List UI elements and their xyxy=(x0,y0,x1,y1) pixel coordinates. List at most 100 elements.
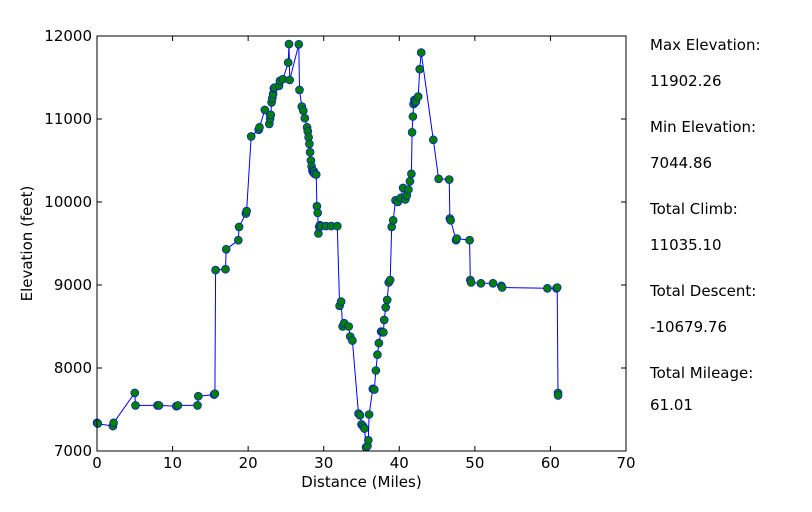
data-point xyxy=(300,113,310,123)
data-point xyxy=(221,264,230,274)
data-point xyxy=(416,48,426,57)
data-point xyxy=(283,58,293,67)
data-point xyxy=(415,64,425,74)
data-point xyxy=(444,175,454,184)
data-point xyxy=(405,177,415,186)
data-point xyxy=(131,401,140,410)
data-point xyxy=(374,338,384,348)
data-point xyxy=(355,410,365,420)
data-point xyxy=(381,303,391,312)
y-tick-label: 10000 xyxy=(44,193,92,211)
total-mileage-value: 61.01 xyxy=(650,396,693,414)
max-elevation-value: 11902.26 xyxy=(650,72,722,90)
total-descent-label: Total Descent: xyxy=(650,282,757,300)
data-point xyxy=(234,235,243,245)
data-point xyxy=(173,401,183,410)
data-point xyxy=(408,112,418,121)
x-axis-title: Distance (Miles) xyxy=(301,473,421,491)
data-point xyxy=(553,391,563,400)
total-mileage-label: Total Mileage: xyxy=(650,364,754,382)
data-point xyxy=(255,123,264,132)
y-tick-label: 8000 xyxy=(54,359,92,377)
data-point xyxy=(221,245,231,254)
data-point xyxy=(404,185,413,194)
data-point xyxy=(93,419,103,428)
data-point xyxy=(311,170,321,179)
data-point xyxy=(285,75,295,85)
data-point xyxy=(260,105,270,115)
x-tick-label: 50 xyxy=(465,454,484,472)
min-elevation-value: 7044.86 xyxy=(650,154,713,172)
data-point xyxy=(466,278,476,287)
x-tick-label: 30 xyxy=(314,454,333,472)
x-tick-label: 0 xyxy=(92,454,102,472)
data-point xyxy=(452,234,462,243)
data-point xyxy=(193,401,202,410)
data-point xyxy=(284,39,294,49)
data-point xyxy=(407,169,416,179)
data-point xyxy=(543,283,552,293)
data-point xyxy=(246,132,256,141)
data-point xyxy=(305,139,314,149)
data-point xyxy=(369,385,379,394)
data-point xyxy=(348,336,357,345)
total-climb-value: 11035.10 xyxy=(650,236,722,254)
total-descent-value: -10679.76 xyxy=(650,318,727,336)
data-point xyxy=(413,92,423,101)
data-point xyxy=(234,222,244,232)
data-point xyxy=(344,322,354,331)
tick-layer: 0 10 20 30 40 50 60 70 7000 8000 9000 10000 11000 120… xyxy=(44,27,635,472)
x-tick-label: 20 xyxy=(239,454,258,472)
y-tick-label: 12000 xyxy=(44,27,92,45)
data-point xyxy=(428,135,438,145)
data-point xyxy=(371,366,381,375)
data-point xyxy=(313,208,323,218)
data-point xyxy=(373,350,382,360)
data-point xyxy=(552,283,562,292)
data-point xyxy=(488,278,498,288)
plot-frame xyxy=(96,35,627,452)
x-tick-label: 70 xyxy=(616,454,635,472)
data-point xyxy=(295,85,304,95)
data-point xyxy=(130,388,140,398)
max-elevation-label: Max Elevation: xyxy=(650,36,761,54)
y-tick-label: 9000 xyxy=(54,276,92,294)
data-point xyxy=(332,221,342,231)
x-tick-label: 10 xyxy=(163,454,182,472)
total-climb-label: Total Climb: xyxy=(650,200,738,218)
data-point xyxy=(497,283,507,292)
min-elevation-label: Min Elevation: xyxy=(650,118,757,136)
data-point xyxy=(210,389,220,399)
data-point xyxy=(154,401,164,410)
data-point xyxy=(336,297,346,306)
data-point xyxy=(363,435,373,445)
data-point xyxy=(388,216,398,225)
data-point xyxy=(298,106,308,115)
data-point xyxy=(379,315,389,325)
y-tick-label: 11000 xyxy=(44,110,92,128)
data-point xyxy=(364,410,374,419)
data-point xyxy=(109,418,118,428)
data-point xyxy=(476,278,486,288)
data-point xyxy=(434,174,443,184)
data-point xyxy=(385,275,395,285)
plot-layer xyxy=(92,39,563,452)
y-tick-label: 7000 xyxy=(54,442,92,460)
data-point xyxy=(194,391,203,401)
y-axis-title: Elevation (feet) xyxy=(18,186,36,302)
x-tick-label: 60 xyxy=(541,454,560,472)
data-point xyxy=(211,265,220,275)
data-point xyxy=(242,206,251,216)
series-line xyxy=(96,44,559,449)
data-point xyxy=(266,110,276,120)
data-point xyxy=(465,235,474,245)
data-point xyxy=(305,147,315,157)
data-point xyxy=(360,424,369,433)
data-point xyxy=(382,295,392,305)
data-point xyxy=(446,216,456,225)
data-point xyxy=(379,327,388,337)
data-point xyxy=(407,128,417,137)
data-point xyxy=(294,39,304,49)
x-tick-label: 40 xyxy=(390,454,409,472)
